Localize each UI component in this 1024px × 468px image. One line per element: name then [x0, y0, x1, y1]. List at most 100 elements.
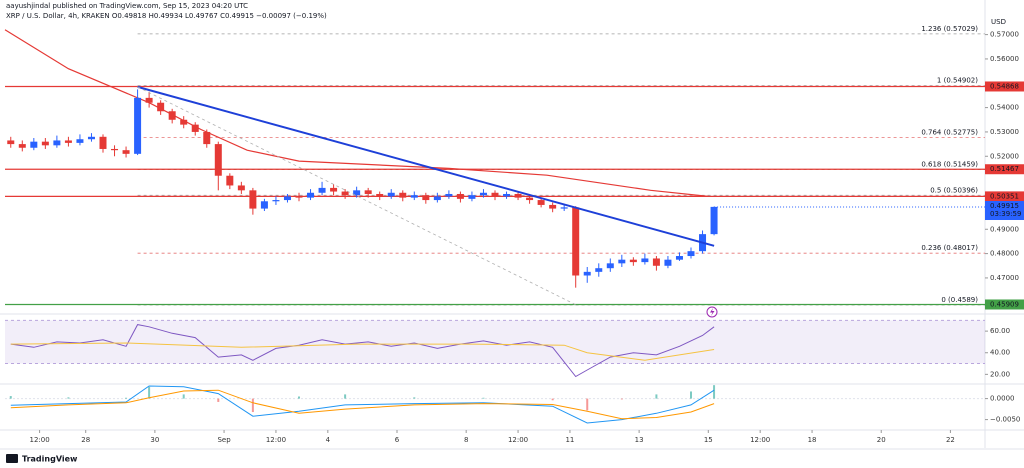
candle-body	[307, 192, 315, 198]
candle-body	[376, 193, 384, 197]
x-tick-label: 13	[635, 436, 644, 444]
candle-body	[87, 136, 95, 140]
currency: USD	[991, 18, 1006, 26]
y-tick-label: 20.00	[990, 370, 1010, 378]
candle-body	[157, 102, 165, 112]
price-tag-label: 0.50351	[990, 192, 1019, 200]
histogram-bar	[182, 394, 185, 399]
candle-body	[445, 193, 453, 197]
candle-body	[514, 193, 522, 198]
candle-body	[341, 191, 349, 196]
candle-body	[226, 175, 234, 186]
histogram-bar	[713, 385, 716, 399]
x-tick-label: Sep	[217, 436, 231, 444]
candle-body	[64, 140, 72, 143]
candle-body	[629, 259, 637, 263]
candle-body	[399, 192, 407, 198]
histogram-bar	[298, 396, 300, 399]
brand-logo	[6, 454, 18, 463]
x-tick-label: 20	[877, 436, 886, 444]
candle-body	[641, 258, 649, 263]
candle-body	[272, 200, 280, 202]
candle-body	[572, 207, 580, 276]
histogram-bar	[586, 398, 589, 411]
candle-body	[203, 131, 211, 145]
last-price-tag	[985, 201, 1024, 221]
fib-label: 0.5 (0.50396)	[930, 186, 978, 194]
symbol-info: XRP / U.S. Dollar, 4h, KRAKEN O0.49818 H…	[6, 12, 327, 20]
candle-body	[675, 256, 683, 260]
price-tag	[985, 164, 1024, 175]
x-tick-label: 6	[395, 436, 400, 444]
candle-body	[7, 140, 15, 145]
histogram-bar	[251, 398, 254, 413]
rsi-line	[10, 342, 715, 361]
last-price-label: 0.49915	[990, 202, 1019, 210]
moving-average	[4, 29, 709, 197]
x-tick-label: 12:00	[266, 436, 286, 444]
candle-body	[549, 204, 557, 209]
fib-label: 0.236 (0.48017)	[921, 244, 978, 252]
candle-body	[503, 193, 511, 197]
candle-body	[318, 187, 326, 193]
x-tick-label: 22	[946, 436, 955, 444]
y-tick-label: 0.47000	[990, 274, 1019, 282]
signal-line	[10, 389, 715, 420]
x-tick-label: 18	[808, 436, 817, 444]
fib-label: 0.764 (0.52775)	[921, 128, 978, 136]
candle-body	[560, 207, 568, 209]
candle-body	[18, 144, 26, 148]
candle-body	[295, 196, 303, 198]
candle-body	[652, 258, 660, 266]
price-tag	[985, 191, 1024, 202]
x-tick-label: 15	[704, 436, 713, 444]
countdown: 03:39:59	[990, 210, 1021, 218]
candle-body	[249, 190, 257, 209]
candle-body	[606, 263, 614, 269]
rsi-line	[10, 324, 715, 378]
candle-body	[30, 141, 38, 148]
candle-body	[41, 141, 49, 146]
fib-label: 1 (0.54902)	[937, 77, 978, 85]
candle-body	[283, 196, 291, 201]
x-tick-label: 12:00	[508, 436, 528, 444]
x-tick-label: 8	[464, 436, 468, 444]
histogram-bar	[217, 398, 220, 402]
trend-line	[137, 85, 715, 247]
candle-body	[618, 259, 626, 264]
candle-body	[687, 251, 695, 257]
candle-body	[410, 195, 418, 198]
candle-body	[122, 150, 130, 154]
y-tick-label: 0.0000	[990, 395, 1015, 403]
price-tag	[985, 81, 1024, 92]
candle-body	[456, 193, 464, 199]
candle-body	[237, 185, 245, 191]
y-tick-label: 40.00	[990, 349, 1010, 357]
histogram-bar	[148, 386, 151, 399]
brand: TradingView	[22, 455, 78, 464]
candle-body	[168, 111, 176, 120]
y-tick-label: −0.0050	[990, 416, 1020, 424]
candle-body	[526, 197, 534, 201]
y-tick-label: 0.53000	[990, 128, 1019, 136]
fib-label: 0 (0.4589)	[941, 296, 978, 304]
histogram-bar	[125, 397, 128, 399]
candle-body	[214, 144, 222, 176]
candle-body	[387, 192, 395, 197]
y-tick-label: 0.52000	[990, 152, 1019, 160]
fib-label: 0.618 (0.51459)	[921, 160, 978, 168]
candle-body	[330, 187, 338, 192]
candle-body	[479, 192, 487, 196]
price-tag-label: 0.54868	[990, 82, 1019, 90]
y-tick-label: 60.00	[990, 327, 1010, 335]
candle-body	[583, 271, 591, 276]
candle-body	[53, 140, 61, 146]
candle-body	[76, 139, 84, 143]
y-tick-label: 0.48000	[990, 250, 1019, 258]
candle-body	[111, 148, 119, 151]
histogram-bar	[482, 397, 485, 399]
x-tick-label: 11	[565, 436, 574, 444]
x-tick-label: 28	[81, 436, 90, 444]
